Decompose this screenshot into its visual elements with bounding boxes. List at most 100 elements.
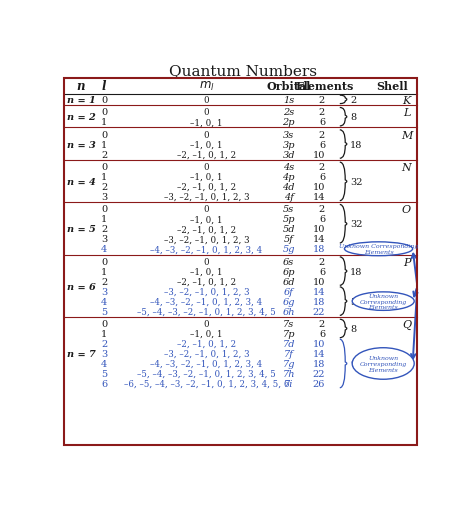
Text: –5, –4, –3, –2, –1, 0, 1, 2, 3, 4, 5: –5, –4, –3, –2, –1, 0, 1, 2, 3, 4, 5: [137, 369, 276, 378]
Text: Shell: Shell: [377, 81, 409, 92]
Text: n = 3: n = 3: [66, 140, 95, 149]
Text: 0: 0: [101, 319, 107, 328]
Text: –4, –3, –2, –1, 0, 1, 2, 3, 4: –4, –3, –2, –1, 0, 1, 2, 3, 4: [150, 359, 263, 368]
Text: 10: 10: [313, 182, 325, 191]
Text: 14: 14: [312, 192, 325, 201]
Text: n = 1: n = 1: [66, 95, 95, 105]
Text: 0: 0: [101, 130, 107, 139]
Text: 3d: 3d: [283, 150, 295, 159]
Text: 18: 18: [313, 359, 325, 368]
Text: 5d: 5d: [283, 225, 295, 234]
Text: 2: 2: [101, 339, 107, 348]
Text: 26: 26: [313, 379, 325, 388]
Text: 0: 0: [101, 108, 107, 117]
Text: Orbital: Orbital: [266, 81, 311, 92]
Text: 4f: 4f: [284, 192, 293, 201]
Text: Unknown
Corresponding
Elements: Unknown Corresponding Elements: [360, 356, 407, 372]
Text: Unknown Corresponding
Elements: Unknown Corresponding Elements: [339, 244, 418, 255]
Text: 54: 54: [350, 297, 363, 306]
Text: $m_l$: $m_l$: [199, 80, 214, 93]
Text: 0: 0: [204, 163, 210, 172]
Text: 2: 2: [319, 205, 325, 214]
Text: 2: 2: [319, 257, 325, 266]
Text: 1: 1: [101, 267, 107, 276]
Text: n = 6: n = 6: [66, 282, 95, 291]
Text: Unknown
Corresponding
Elements: Unknown Corresponding Elements: [360, 293, 407, 310]
Text: 2: 2: [319, 95, 325, 105]
Text: 6: 6: [319, 329, 325, 338]
Text: n = 2: n = 2: [66, 113, 95, 122]
Text: Q: Q: [402, 320, 411, 330]
Text: –2, –1, 0, 1, 2: –2, –1, 0, 1, 2: [177, 277, 236, 286]
Text: 5f: 5f: [284, 235, 293, 244]
Text: 3p: 3p: [283, 140, 295, 149]
Text: 1s: 1s: [283, 95, 294, 105]
Text: 32: 32: [350, 178, 363, 186]
Text: 4: 4: [101, 245, 107, 254]
Text: –1, 0, 1: –1, 0, 1: [190, 118, 223, 127]
Ellipse shape: [352, 292, 414, 311]
Text: 7h: 7h: [283, 369, 295, 378]
Text: O: O: [402, 205, 411, 215]
Text: 2: 2: [319, 163, 325, 172]
Text: 2: 2: [101, 150, 107, 159]
Text: 4: 4: [101, 359, 107, 368]
Text: –6, –5, –4, –3, –2, –1, 0, 1, 2, 3, 4, 5, 6: –6, –5, –4, –3, –2, –1, 0, 1, 2, 3, 4, 5…: [124, 379, 289, 388]
Text: 1: 1: [101, 215, 107, 224]
Text: 2: 2: [350, 95, 356, 105]
Text: 3: 3: [101, 235, 107, 244]
Text: –1, 0, 1: –1, 0, 1: [190, 329, 223, 338]
Text: 2: 2: [319, 130, 325, 139]
Text: n = 4: n = 4: [66, 178, 95, 186]
Text: 0: 0: [101, 95, 107, 105]
Text: 6: 6: [319, 118, 325, 127]
Ellipse shape: [345, 242, 413, 256]
Text: –2, –1, 0, 1, 2: –2, –1, 0, 1, 2: [177, 225, 236, 234]
Text: 22: 22: [312, 307, 325, 316]
Text: 32: 32: [350, 220, 363, 229]
Text: –1, 0, 1: –1, 0, 1: [190, 215, 223, 224]
Text: Elements: Elements: [296, 81, 354, 92]
Text: Quantum Numbers: Quantum Numbers: [169, 64, 317, 78]
Text: 0: 0: [204, 205, 210, 214]
Text: 6: 6: [319, 173, 325, 181]
Text: 2: 2: [101, 277, 107, 286]
Text: 0: 0: [204, 130, 210, 139]
Text: 5g: 5g: [283, 245, 295, 254]
Text: 6d: 6d: [283, 277, 295, 286]
Text: 4d: 4d: [283, 182, 295, 191]
Text: 0: 0: [204, 319, 210, 328]
Text: –3, –2, –1, 0, 1, 2, 3: –3, –2, –1, 0, 1, 2, 3: [164, 349, 249, 358]
Text: 2: 2: [319, 319, 325, 328]
Text: 5p: 5p: [283, 215, 295, 224]
Text: 90: 90: [350, 359, 362, 368]
Text: –1, 0, 1: –1, 0, 1: [190, 267, 223, 276]
Text: n = 7: n = 7: [66, 349, 95, 358]
Text: 14: 14: [312, 235, 325, 244]
Text: 6p: 6p: [283, 267, 295, 276]
Text: n = 5: n = 5: [66, 225, 95, 234]
Text: 14: 14: [312, 349, 325, 358]
Text: 1: 1: [101, 118, 107, 127]
Text: 1: 1: [101, 173, 107, 181]
Text: 22: 22: [312, 369, 325, 378]
Text: 14: 14: [312, 287, 325, 296]
Text: 7g: 7g: [283, 359, 295, 368]
Text: 6: 6: [101, 379, 107, 388]
Text: 6f: 6f: [284, 287, 293, 296]
Text: 18: 18: [350, 140, 363, 149]
Text: 6: 6: [319, 215, 325, 224]
Text: 6s: 6s: [283, 257, 294, 266]
Text: –3, –2, –1, 0, 1, 2, 3: –3, –2, –1, 0, 1, 2, 3: [164, 235, 249, 244]
Text: –3, –2, –1, 0, 1, 2, 3: –3, –2, –1, 0, 1, 2, 3: [164, 287, 249, 296]
Text: K: K: [402, 96, 410, 106]
Text: 0: 0: [204, 95, 210, 105]
Text: 8: 8: [350, 113, 356, 122]
Text: 18: 18: [313, 297, 325, 306]
Text: M: M: [401, 130, 412, 140]
Text: 6g: 6g: [283, 297, 295, 306]
Text: 6h: 6h: [283, 307, 295, 316]
Text: 18: 18: [350, 267, 363, 276]
Text: 0: 0: [204, 257, 210, 266]
Text: 1: 1: [101, 140, 107, 149]
